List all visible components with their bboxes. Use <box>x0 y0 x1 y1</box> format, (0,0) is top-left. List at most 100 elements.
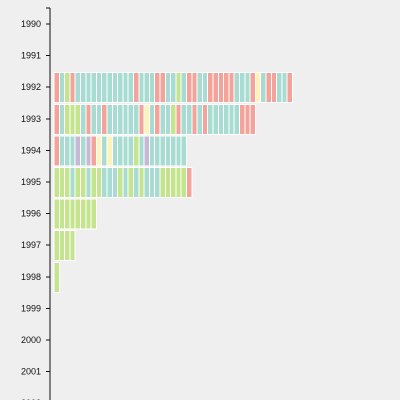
bar-cell-1992-14 <box>122 72 129 104</box>
bar-cell-1993-21 <box>159 103 166 135</box>
bar-cell-1993-20 <box>154 103 161 135</box>
bar-cell-1992-36 <box>239 72 246 104</box>
bar-cell-1992-28 <box>196 72 203 104</box>
bar-cell-1992-25 <box>180 72 187 104</box>
bar-cell-1994-23 <box>170 135 177 167</box>
bar-cell-1992-43 <box>276 72 283 104</box>
y-tick-label-1995: 1995 <box>21 177 41 187</box>
bar-cell-1993-37 <box>244 103 251 135</box>
y-tick-label-1992: 1992 <box>21 82 41 92</box>
y-tick-label-1990: 1990 <box>21 19 41 29</box>
bar-cell-1992-34 <box>228 72 235 104</box>
bar-cell-1995-10 <box>101 167 108 198</box>
bar-cell-1992-22 <box>164 72 172 104</box>
bar-cell-1994-21 <box>159 135 166 167</box>
bar-cell-1996-1 <box>53 198 60 230</box>
bar-cell-1992-29 <box>201 72 209 104</box>
bar-cell-1993-22 <box>164 103 172 135</box>
bar-cell-1993-8 <box>90 103 97 135</box>
bar-cell-1994-9 <box>95 135 103 167</box>
bar-cell-1995-24 <box>175 167 182 198</box>
bar-cell-1992-11 <box>106 72 113 104</box>
bar-cell-1992-9 <box>95 72 103 104</box>
y-tick-label-1998: 1998 <box>21 272 41 282</box>
bar-cell-1992-15 <box>127 72 134 104</box>
bar-cell-1992-37 <box>244 72 251 104</box>
y-tick-label-2002: 2002 <box>21 398 41 400</box>
bar-cell-1993-31 <box>212 103 219 135</box>
y-tick-label-1997: 1997 <box>21 240 41 250</box>
bar-cell-1995-6 <box>80 167 87 198</box>
bar-cell-1996-3 <box>64 198 71 230</box>
bar-cell-1992-13 <box>117 72 124 104</box>
bar-cell-1992-18 <box>143 72 150 104</box>
bar-cell-1995-12 <box>111 167 119 198</box>
bar-cell-1992-40 <box>260 72 267 104</box>
bar-cell-1994-22 <box>164 135 172 167</box>
bar-cell-1993-12 <box>111 103 119 135</box>
bar-cell-1994-8 <box>90 135 97 167</box>
bar-cell-1992-7 <box>85 72 92 104</box>
bar-cell-1992-39 <box>254 72 262 104</box>
bar-cell-1994-7 <box>85 135 92 167</box>
bar-cell-1993-16 <box>133 103 140 135</box>
bar-cell-1997-1 <box>53 230 60 262</box>
bar-cell-1992-30 <box>207 72 214 104</box>
bar-cell-1994-16 <box>133 135 140 167</box>
bar-cell-1993-10 <box>101 103 108 135</box>
bar-cell-1993-23 <box>170 103 177 135</box>
bar-cell-1993-38 <box>249 103 256 135</box>
bar-cell-1994-4 <box>69 135 76 167</box>
bar-cell-1994-10 <box>101 135 108 167</box>
bar-cell-1994-19 <box>148 135 156 167</box>
bar-cell-1992-31 <box>212 72 219 104</box>
bar-cell-1993-17 <box>138 103 145 135</box>
bar-cell-1995-13 <box>117 167 124 198</box>
bar-cell-1993-7 <box>85 103 92 135</box>
bar-cell-1992-35 <box>233 72 240 104</box>
bar-cell-1995-17 <box>138 167 145 198</box>
bar-cell-1996-2 <box>58 198 66 230</box>
bar-cell-1993-4 <box>69 103 76 135</box>
bar-cell-1992-33 <box>223 72 230 104</box>
bar-cell-1992-32 <box>217 72 225 104</box>
y-tick-label-1999: 1999 <box>21 303 41 313</box>
bar-cell-1998-1 <box>53 261 60 293</box>
bar-cell-1993-3 <box>64 103 71 135</box>
bar-cell-1993-29 <box>201 103 209 135</box>
bar-cell-1994-1 <box>53 135 60 167</box>
bar-cell-1993-13 <box>117 103 124 135</box>
bar-cell-1992-27 <box>191 72 198 104</box>
bar-cell-1996-8 <box>90 198 97 230</box>
bar-cell-1992-6 <box>80 72 87 104</box>
bar-cell-1994-3 <box>64 135 71 167</box>
bar-cell-1995-21 <box>159 167 166 198</box>
bar-cell-1996-4 <box>69 198 76 230</box>
bar-cell-1992-17 <box>138 72 145 104</box>
bar-cell-1994-5 <box>74 135 81 167</box>
bar-cell-1992-16 <box>133 72 140 104</box>
y-axis: 1990 1991 1992 1993 1994 1995 1996 1997 1998 1999… <box>21 7 51 400</box>
bar-cell-1997-2 <box>58 230 66 262</box>
bar-cell-1994-20 <box>154 135 161 167</box>
bar-cell-1993-28 <box>196 103 203 135</box>
bar-cell-1993-35 <box>233 103 240 135</box>
bar-cell-1997-3 <box>64 230 71 262</box>
bar-cell-1993-5 <box>74 103 81 135</box>
bar-cell-1992-19 <box>148 72 156 104</box>
bar-cell-1992-45 <box>286 72 294 104</box>
bar-cell-1992-1 <box>53 72 60 104</box>
bar-cell-1995-1 <box>53 167 60 198</box>
bar-cell-1993-33 <box>223 103 230 135</box>
bar-cell-1995-22 <box>164 167 172 198</box>
bar-cell-1995-14 <box>122 167 129 198</box>
bar-cell-1994-17 <box>138 135 145 167</box>
y-tick-label-1991: 1991 <box>21 51 41 61</box>
bar-cell-1994-2 <box>58 135 66 167</box>
bar-cell-1992-44 <box>281 72 288 104</box>
y-tick-label-2000: 2000 <box>21 335 41 345</box>
bar-cell-1992-12 <box>111 72 119 104</box>
bar-cell-1992-2 <box>58 72 66 104</box>
bar-cell-1997-4 <box>69 230 76 262</box>
bar-cell-1994-14 <box>122 135 129 167</box>
